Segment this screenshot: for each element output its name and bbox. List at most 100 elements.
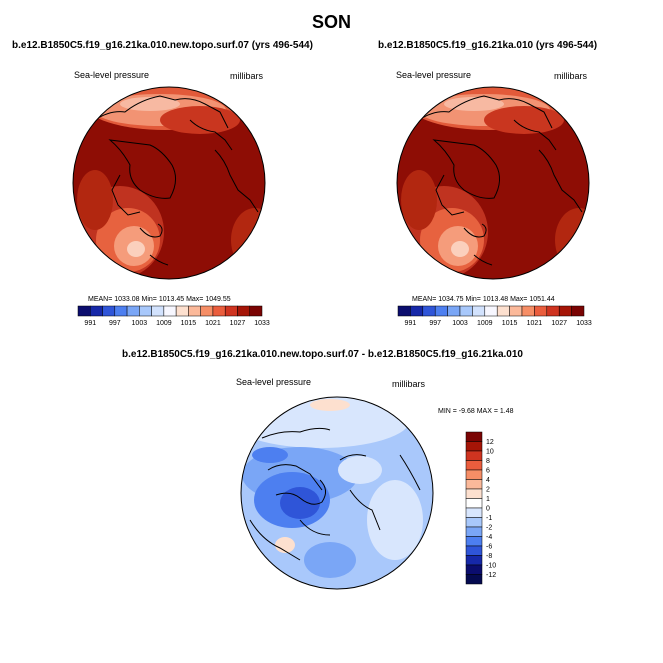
colorbar-swatch <box>465 479 483 490</box>
colorbar-swatch <box>175 305 189 317</box>
panel1-map <box>73 87 265 279</box>
colorbar-tick-label: 1027 <box>551 320 567 327</box>
colorbar-tick-label: 1015 <box>181 320 197 327</box>
colorbar-tick-label: 4 <box>486 477 490 484</box>
colorbar-swatch <box>465 498 483 509</box>
colorbar-tick-label: -1 <box>486 515 492 522</box>
colorbar-tick-label: 1033 <box>576 320 592 327</box>
colorbar-tick-label: 1021 <box>527 320 543 327</box>
colorbar-swatch <box>465 441 483 452</box>
colorbar-swatch <box>114 305 128 317</box>
colorbar-tick-label: -8 <box>486 553 492 560</box>
panel2-map <box>397 87 589 279</box>
panel2-colorbar: 991 997 1003 1009 1015 1021 1027 1033 <box>397 305 592 327</box>
panel1-colorbar: 991 997 1003 1009 1015 1021 1027 1033 <box>77 305 270 327</box>
colorbar-swatch <box>484 305 498 317</box>
colorbar-swatch <box>410 305 424 317</box>
colorbar-swatch <box>534 305 548 317</box>
colorbar-swatch <box>509 305 523 317</box>
panel3-units-label: millibars <box>392 379 426 389</box>
colorbar-tick-label: -2 <box>486 525 492 532</box>
colorbar-tick-label: 8 <box>486 458 490 465</box>
colorbar-swatch <box>139 305 152 317</box>
colorbar-swatch <box>465 555 483 566</box>
panel3-title: b.e12.B1850C5.f19_g16.21ka.010.new.topo.… <box>122 349 523 360</box>
colorbar-swatch <box>465 431 483 442</box>
colorbar-swatch <box>496 305 510 317</box>
colorbar-tick-label: 1027 <box>230 320 246 327</box>
colorbar-swatch <box>465 536 483 547</box>
panel3-variable-label: Sea-level pressure <box>236 377 312 387</box>
colorbar-swatch <box>459 305 473 317</box>
colorbar-swatch <box>422 305 436 317</box>
panel2-units-label: millibars <box>554 71 588 81</box>
colorbar-tick-label: 12 <box>486 439 494 446</box>
colorbar-swatch <box>77 305 91 317</box>
panel3-map <box>241 397 433 589</box>
colorbar-swatch <box>465 517 483 528</box>
panel1-stats: MEAN= 1033.08 Min= 1013.45 Max= 1049.55 <box>88 296 231 303</box>
colorbar-swatch <box>465 488 483 499</box>
colorbar-tick-label: 1 <box>486 496 490 503</box>
colorbar-tick-label: 991 <box>405 320 417 327</box>
colorbar-tick-label: -6 <box>486 544 492 551</box>
panel1-map-border <box>72 86 266 280</box>
colorbar-tick-label: 1015 <box>502 320 518 327</box>
colorbar-swatch <box>465 460 483 471</box>
colorbar-swatch <box>465 574 483 585</box>
colorbar-swatch <box>102 305 116 317</box>
colorbar-swatch <box>465 469 483 480</box>
colorbar-swatch <box>151 305 165 317</box>
colorbar-tick-label: 997 <box>429 320 441 327</box>
colorbar-swatch <box>465 526 483 537</box>
panel3-coastlines <box>249 427 421 561</box>
panel2-title: b.e12.B1850C5.f19_g16.21ka.010 (yrs 496-… <box>378 40 598 51</box>
colorbar-swatch <box>521 305 535 317</box>
panel1-title: b.e12.B1850C5.f19_g16.21ka.010.new.topo.… <box>12 40 313 51</box>
colorbar-tick-label: 2 <box>486 487 490 494</box>
colorbar-tick-label: 6 <box>486 468 490 475</box>
colorbar-swatch <box>447 305 461 317</box>
colorbar-swatch <box>126 305 140 317</box>
colorbar-swatch <box>163 305 177 317</box>
colorbar-swatch <box>237 305 250 317</box>
colorbar-swatch <box>212 305 226 317</box>
colorbar-tick-label: 1009 <box>477 320 493 327</box>
panel2-stats: MEAN= 1034.75 Min= 1013.48 Max= 1051.44 <box>412 296 555 303</box>
colorbar-tick-label: -4 <box>486 534 492 541</box>
colorbar-tick-label: 1003 <box>452 320 468 327</box>
colorbar-tick-label: 0 <box>486 506 490 513</box>
panel2-variable-label: Sea-level pressure <box>396 70 472 80</box>
colorbar-swatch <box>397 305 411 317</box>
panel1-units-label: millibars <box>230 71 264 81</box>
colorbar-swatch <box>188 305 201 317</box>
colorbar-tick-label: 1009 <box>156 320 172 327</box>
panel3-map-border <box>240 396 434 590</box>
colorbar-swatch <box>90 305 103 317</box>
colorbar-swatch <box>571 305 585 317</box>
colorbar-tick-label: 991 <box>84 320 96 327</box>
colorbar-swatch <box>434 305 448 317</box>
panel2-coastlines <box>418 95 583 266</box>
colorbar-swatch <box>200 305 214 317</box>
colorbar-swatch <box>465 507 483 518</box>
colorbar-swatch <box>546 305 560 317</box>
figure-title: SON <box>311 12 351 32</box>
panel2-map-border <box>396 86 590 280</box>
colorbar-tick-label: -10 <box>486 563 496 570</box>
colorbar-tick-label: 997 <box>109 320 121 327</box>
colorbar-tick-label: -12 <box>486 572 496 579</box>
colorbar-tick-label: 1003 <box>132 320 148 327</box>
colorbar-tick-label: 1021 <box>205 320 221 327</box>
colorbar-swatch <box>465 450 483 461</box>
panel1-variable-label: Sea-level pressure <box>74 70 150 80</box>
colorbar-swatch <box>224 305 238 317</box>
colorbar-swatch <box>472 305 486 317</box>
colorbar-swatch <box>249 305 263 317</box>
colorbar-tick-label: 1033 <box>254 320 270 327</box>
panel3-stats: MIN = -9.68 MAX = 1.48 <box>438 408 514 415</box>
colorbar-swatch <box>465 564 483 575</box>
colorbar-tick-label: 10 <box>486 449 494 456</box>
